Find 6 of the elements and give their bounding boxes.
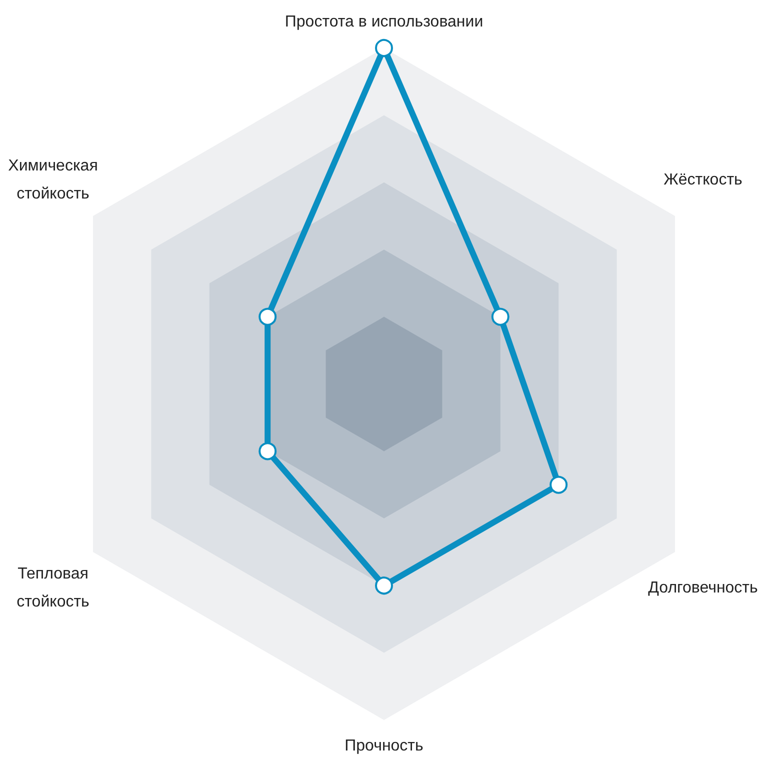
spoke-label: Химическая стойкость — [8, 158, 98, 202]
spoke-label: Тепловая стойкость — [16, 566, 90, 610]
spoke-label: Прочность — [344, 738, 424, 754]
spoke-label: Жёсткость — [664, 172, 742, 188]
spoke-label: Простота в использовании — [284, 14, 484, 30]
spoke-label: Долговечность — [648, 580, 758, 596]
